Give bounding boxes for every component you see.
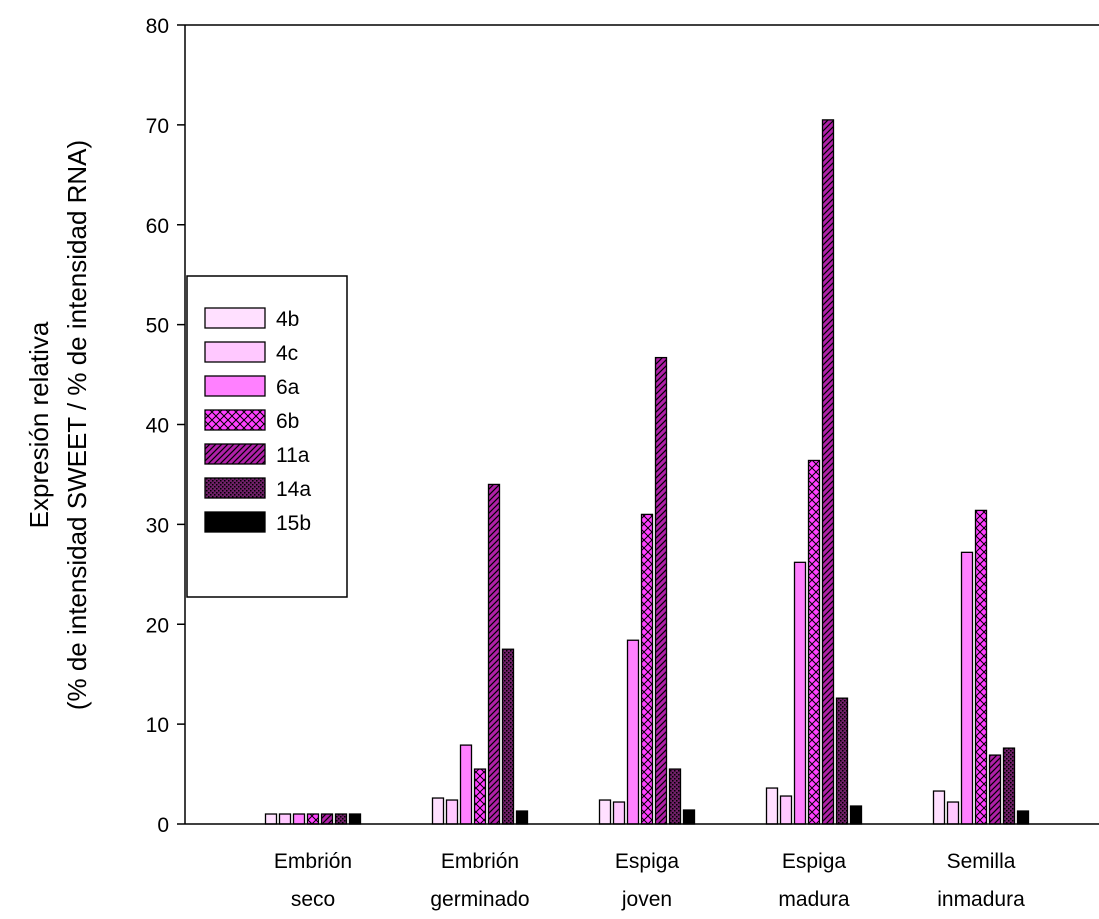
- x-category-label: Embrión: [441, 850, 519, 873]
- x-category-label: Espiga: [782, 850, 847, 873]
- bar-6b-2: [640, 513, 654, 825]
- bar-11a-4: [988, 754, 1002, 825]
- legend-swatch-14a: [204, 477, 266, 499]
- bar-11a-0: [320, 813, 334, 825]
- y-tick-label: 80: [146, 15, 169, 38]
- legend-label-15b: 15b: [276, 512, 311, 535]
- y-tick-label: 40: [146, 415, 169, 438]
- bar-15b-0: [348, 813, 362, 825]
- bar-4c-3: [779, 795, 793, 825]
- bar-6a-3: [793, 561, 807, 825]
- y-axis-title-line1: Expresión relativa: [24, 321, 54, 528]
- bar-6a-2: [626, 639, 640, 825]
- legend-swatch-6a: [204, 375, 266, 397]
- y-tick-label: 50: [146, 315, 169, 338]
- y-tick-label: 0: [157, 814, 169, 837]
- bar-15b-4: [1016, 810, 1030, 825]
- bar-4c-2: [612, 801, 626, 825]
- bar-6b-4: [974, 509, 988, 825]
- bar-4c-1: [445, 799, 459, 825]
- legend-label-14a: 14a: [276, 478, 311, 501]
- bar-6b-3: [807, 459, 821, 825]
- bar-14a-4: [1002, 747, 1016, 825]
- axes: 0 10 20 30 40 50 60 70 80 Embrión seco Embrión germi…: [146, 15, 1099, 911]
- bar-4b-1: [431, 797, 445, 825]
- legend-label-11a: 11a: [276, 444, 310, 467]
- legend-label-4b: 4b: [276, 308, 299, 331]
- legend-swatch-4c: [204, 341, 266, 363]
- x-category-label: Embrión: [274, 850, 352, 873]
- legend-label-6a: 6a: [276, 376, 300, 399]
- y-axis-title: Expresión relativa (% de intensidad SWEET…: [24, 140, 92, 710]
- bar-6a-0: [292, 813, 306, 825]
- y-tick-label: 30: [146, 514, 169, 537]
- y-tick-label: 60: [146, 215, 169, 238]
- legend-swatch-6b: [204, 409, 266, 431]
- bar-15b-1: [515, 810, 529, 825]
- bar-4b-3: [765, 787, 779, 825]
- bar-11a-2: [654, 356, 668, 825]
- legend-swatch-11a: [204, 443, 266, 465]
- bar-4b-0: [264, 813, 278, 825]
- bar-14a-1: [501, 648, 515, 825]
- bar-11a-1: [487, 483, 501, 825]
- y-tick-label: 10: [146, 714, 169, 737]
- bar-6a-4: [960, 551, 974, 825]
- bar-6b-1: [473, 768, 487, 825]
- legend-label-6b: 6b: [276, 410, 299, 433]
- bar-14a-3: [835, 697, 849, 825]
- bar-15b-2: [682, 809, 696, 825]
- bar-4b-4: [932, 790, 946, 825]
- legend-swatch-4b: [204, 307, 266, 329]
- bar-14a-0: [334, 813, 348, 825]
- y-tick-label: 70: [146, 115, 169, 138]
- x-category-label: Espiga: [615, 850, 680, 873]
- legend-swatch-15b: [204, 511, 266, 533]
- x-category-label: seco: [291, 888, 335, 911]
- x-category-label: inmadura: [937, 888, 1025, 911]
- legend-box: [186, 275, 348, 598]
- y-axis-title-line2: (% de intensidad SWEET / % de intensidad…: [62, 140, 92, 710]
- y-tick-label: 20: [146, 614, 169, 637]
- x-category-label: germinado: [430, 888, 529, 911]
- legend-label-4c: 4c: [276, 342, 298, 365]
- bar-4c-0: [278, 813, 292, 825]
- bars: [264, 119, 1030, 825]
- bar-4b-2: [598, 799, 612, 825]
- bar-14a-2: [668, 768, 682, 825]
- x-category-label: madura: [778, 888, 850, 911]
- bar-6a-1: [459, 744, 473, 825]
- x-category-label: Semilla: [947, 850, 1016, 873]
- bar-4c-4: [946, 801, 960, 825]
- legend: 4b 4c 6a 6b 11a 14a 15b: [186, 275, 348, 598]
- x-category-label: joven: [621, 888, 672, 911]
- bar-6b-0: [306, 813, 320, 825]
- bar-11a-3: [821, 119, 835, 825]
- bar-15b-3: [849, 805, 863, 825]
